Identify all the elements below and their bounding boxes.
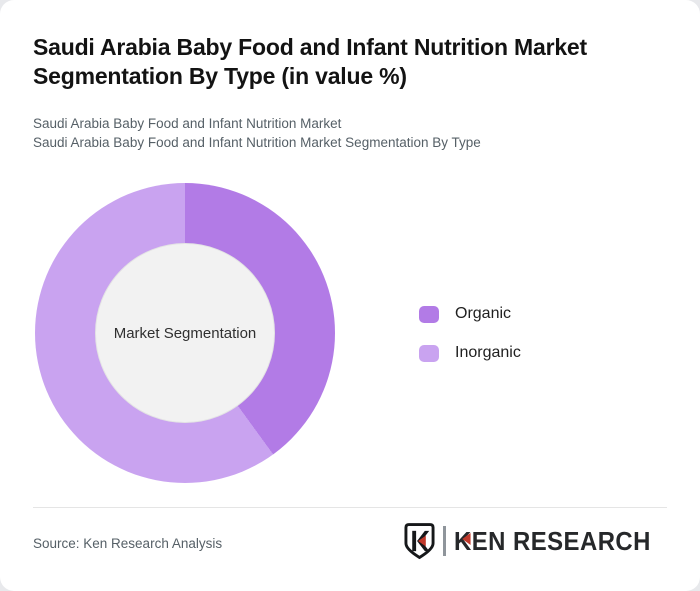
legend: Organic Inorganic (419, 303, 521, 364)
page-title: Saudi Arabia Baby Food and Infant Nutrit… (33, 34, 587, 89)
legend-item-inorganic[interactable]: Inorganic (419, 342, 521, 364)
donut-chart: Market Segmentation (35, 183, 335, 483)
donut-center-label: Market Segmentation (95, 243, 275, 423)
logo-wordmark: KEN RESEARCH (454, 528, 651, 554)
shield-k-icon (404, 523, 435, 560)
legend-swatch-inorganic[interactable] (419, 344, 439, 362)
legend-label-organic: Organic (455, 305, 512, 322)
legend-swatch-organic[interactable] (419, 305, 439, 323)
subtitle-line-1: Saudi Arabia Baby Food and Infant Nutrit… (33, 116, 342, 131)
legend-item-organic[interactable]: Organic (419, 303, 521, 325)
subtitle-line-2: Saudi Arabia Baby Food and Infant Nutrit… (33, 135, 481, 150)
logo-separator (442, 526, 446, 556)
ken-research-logo: KEN RESEARCH (404, 521, 668, 561)
footer-divider (33, 507, 667, 508)
logo-red-triangle-icon (462, 533, 471, 545)
chart-subtitle-block: Saudi Arabia Baby Food and Infant Nutrit… (33, 114, 481, 152)
source-note: Source: Ken Research Analysis (33, 536, 223, 551)
logo-brand-text: KEN RESEARCH (453, 526, 651, 556)
legend-label-inorganic: Inorganic (455, 344, 521, 361)
